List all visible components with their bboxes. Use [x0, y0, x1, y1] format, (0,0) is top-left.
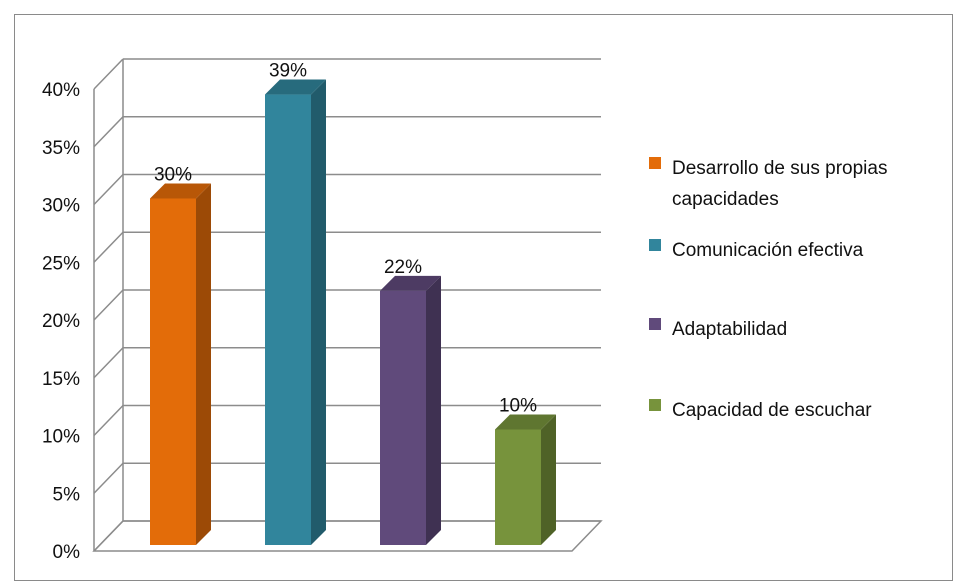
bar — [265, 94, 311, 546]
y-tick-label: 5% — [53, 484, 81, 505]
gridline-side — [93, 58, 124, 90]
y-tick-label: 25% — [42, 253, 80, 274]
gridline-side — [93, 116, 124, 148]
y-tick-label: 0% — [53, 542, 81, 563]
gridline-side — [93, 462, 124, 494]
bar — [495, 429, 541, 545]
gridline-side — [93, 231, 124, 263]
y-tick-label: 30% — [42, 196, 80, 217]
y-tick-label: 20% — [42, 311, 80, 332]
legend-label: capacidades — [672, 189, 779, 210]
legend-swatch — [649, 239, 661, 251]
y-tick-label: 15% — [42, 369, 80, 390]
bar-top — [150, 183, 211, 199]
bar-top — [380, 275, 441, 291]
bar-top — [495, 414, 556, 430]
data-label: 30% — [154, 165, 192, 186]
gridline-side — [93, 520, 124, 552]
legend-swatch — [649, 157, 661, 169]
bar — [380, 290, 426, 545]
y-tick-label: 40% — [42, 80, 80, 101]
gridline-side — [93, 347, 124, 379]
bar-top — [265, 79, 326, 95]
legend-label: Capacidad de escuchar — [672, 400, 872, 421]
legend-swatch — [649, 399, 661, 411]
legend-label: Desarrollo de sus propias — [672, 158, 887, 179]
legend-label: Adaptabilidad — [672, 319, 787, 340]
data-label: 22% — [384, 257, 422, 278]
data-label: 39% — [269, 61, 307, 82]
legend-swatch — [649, 318, 661, 330]
legend-label: Comunicación efectiva — [672, 240, 864, 261]
bar-side — [541, 414, 556, 545]
data-label: 10% — [499, 396, 537, 417]
bar — [150, 198, 196, 545]
bar-side — [311, 79, 326, 546]
y-tick-label: 10% — [42, 427, 80, 448]
gridline-side — [93, 404, 124, 437]
gridline-side — [93, 289, 124, 321]
bar-side — [196, 183, 211, 545]
gridline-side — [93, 173, 124, 206]
y-tick-label: 35% — [42, 138, 80, 159]
bar-side — [426, 275, 441, 545]
